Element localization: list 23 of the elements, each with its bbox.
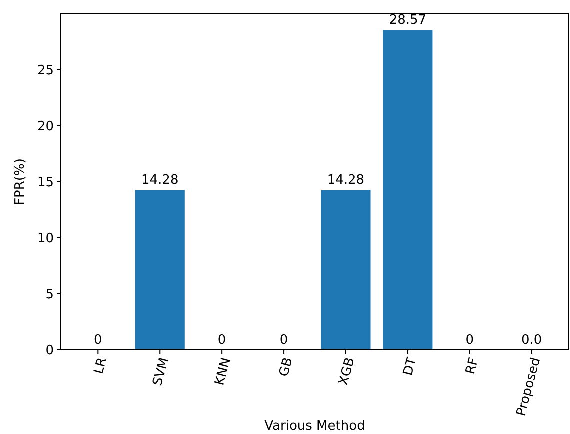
data-label: 28.57 xyxy=(389,13,427,28)
y-tick-label: 15 xyxy=(37,176,54,191)
data-label: 0 xyxy=(94,333,102,348)
y-tick-label: 25 xyxy=(37,64,54,79)
data-label: 0 xyxy=(466,333,474,348)
y-tick-label: 20 xyxy=(37,120,54,135)
x-tick-label: DT xyxy=(401,356,420,378)
y-tick-label: 10 xyxy=(37,232,54,247)
data-label: 14.28 xyxy=(142,173,179,188)
y-tick-label: 0 xyxy=(46,344,54,359)
data-label: 14.28 xyxy=(327,173,365,188)
data-label: 0.0 xyxy=(521,333,542,348)
x-tick-label: LR xyxy=(92,356,110,376)
x-tick-label: KNN xyxy=(212,356,234,388)
x-tick-label: RF xyxy=(463,356,482,376)
x-tick-label: GB xyxy=(276,356,296,379)
data-label: 0 xyxy=(218,333,226,348)
x-tick-label: SVM xyxy=(150,356,172,388)
x-tick-label: XGB xyxy=(336,356,358,388)
y-tick-label: 5 xyxy=(46,288,54,303)
data-label: 0 xyxy=(280,333,288,348)
x-axis-title: Various Method xyxy=(264,419,366,434)
y-axis-title: FPR(%) xyxy=(13,158,28,206)
